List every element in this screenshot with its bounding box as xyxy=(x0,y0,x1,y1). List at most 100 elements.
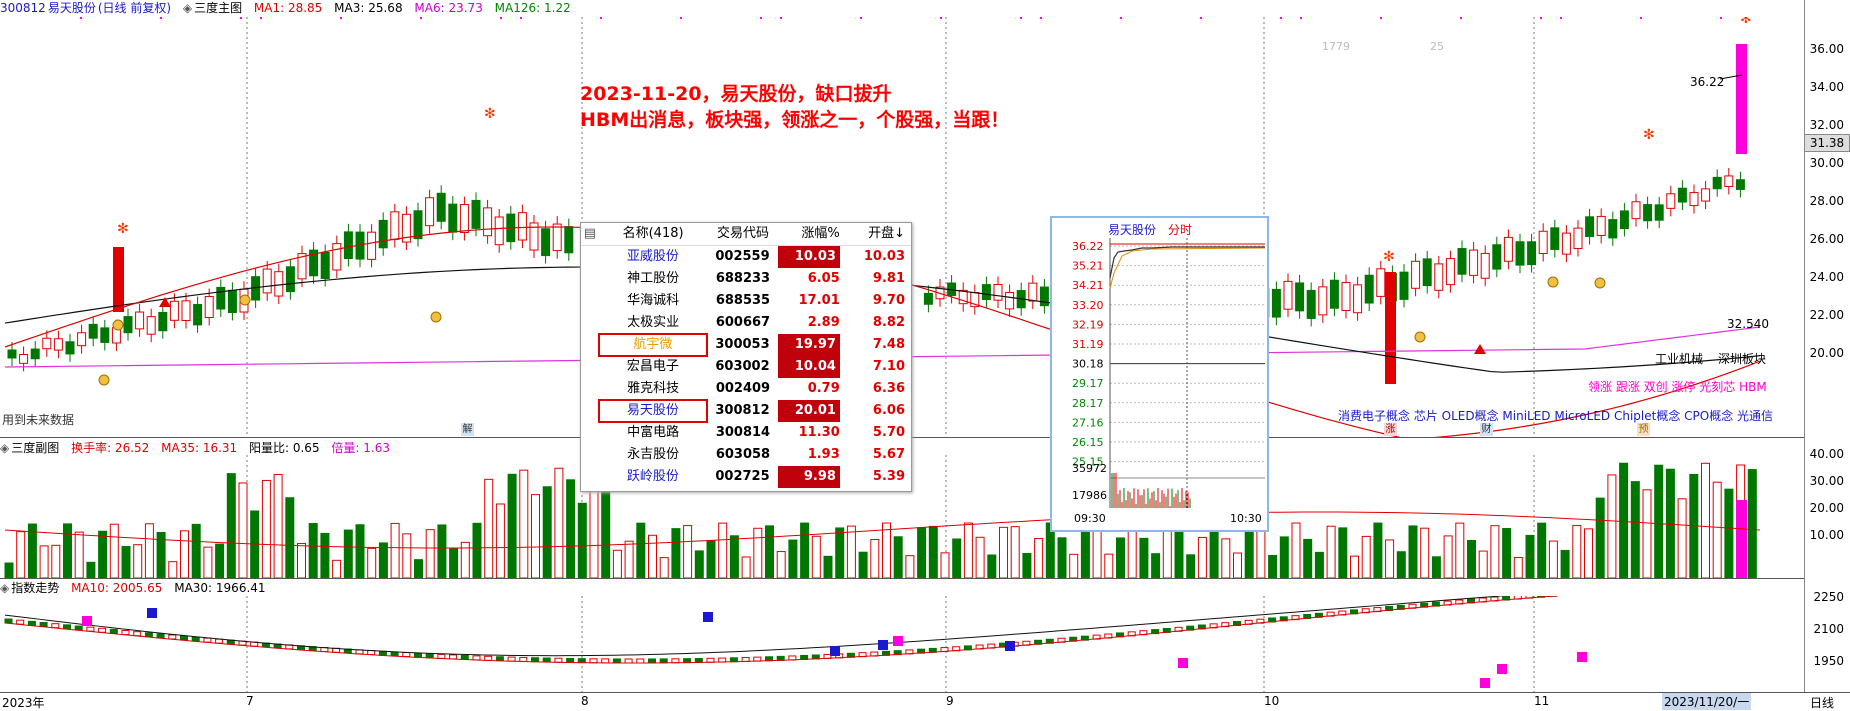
stock-row[interactable]: 亚威股份 002559 10.03 10.03 xyxy=(581,246,911,268)
stock-rows: 亚威股份 002559 10.03 10.03 神工股份 688233 6.05… xyxy=(581,246,911,488)
intraday-time-end: 10:30 xyxy=(1230,512,1262,525)
volume-bar xyxy=(543,487,551,578)
index-chart-label[interactable]: 指数走势 xyxy=(11,581,59,595)
candle xyxy=(426,198,434,226)
list-icon[interactable]: ▤ xyxy=(581,223,599,245)
sub-chart-label[interactable]: 三度副图 xyxy=(11,441,59,455)
col-code[interactable]: 交易代码 xyxy=(707,223,778,245)
settings-icon[interactable]: ◈ xyxy=(0,581,9,595)
volume-bar xyxy=(1573,525,1581,578)
candle xyxy=(344,232,352,259)
ma-value-label: 32.540 xyxy=(1727,317,1769,331)
candle xyxy=(1377,269,1385,297)
period-label[interactable]: 日线 xyxy=(1810,694,1834,711)
stock-change-cell: 10.03 xyxy=(778,246,844,268)
yang-ratio-label: 阳量比: 0.65 xyxy=(249,441,320,455)
stock-name[interactable]: 易天股份 xyxy=(48,1,96,15)
stock-name-cell[interactable]: 跃岭股份 xyxy=(599,466,707,488)
stock-name-cell[interactable]: 华海诚科 xyxy=(599,290,708,312)
marker-rise[interactable]: 涨 xyxy=(1384,423,1397,436)
index-chart-header: ◈指数走势 MA10: 2005.65 MA30: 1966.41 xyxy=(0,580,274,597)
stock-name-cell[interactable]: 亚威股份 xyxy=(599,246,707,268)
volume-bar xyxy=(859,552,867,578)
volume-bar xyxy=(415,560,423,578)
stock-row[interactable]: 中富电路 300814 11.30 5.70 xyxy=(581,422,911,444)
index-candle xyxy=(415,653,422,657)
stock-code[interactable]: 300812 xyxy=(0,1,46,15)
stock-row[interactable]: 跃岭股份 002725 9.98 5.39 xyxy=(581,466,911,488)
volume-axis-tick: 30.00 xyxy=(1810,474,1844,488)
money-bag-icon xyxy=(99,375,109,385)
main-chart-label[interactable]: 三度主图 xyxy=(194,1,242,15)
settings-icon[interactable]: ◈ xyxy=(183,1,192,15)
volume-bar xyxy=(649,535,657,578)
index-candle xyxy=(496,657,503,661)
sector-stock-list[interactable]: ▤ 名称(418) 交易代码 涨幅% 开盘↓ 亚威股份 002559 10.03… xyxy=(580,222,912,492)
stock-row[interactable]: 易天股份 300812 20.01 6.06 xyxy=(581,400,911,422)
volume-bar xyxy=(1655,465,1663,578)
stock-row[interactable]: 永吉股份 603058 1.93 5.67 xyxy=(581,444,911,466)
candle xyxy=(1481,253,1489,278)
candle xyxy=(1702,189,1710,201)
index-candle xyxy=(660,659,667,663)
volume-bar xyxy=(344,530,352,578)
stock-row[interactable]: 太极实业 600667 2.89 8.82 xyxy=(581,312,911,334)
volume-bar xyxy=(1421,528,1429,578)
col-open[interactable]: 开盘↓ xyxy=(844,223,911,245)
stock-name-cell[interactable]: 太极实业 xyxy=(599,312,708,334)
stock-name-cell[interactable]: 宏昌电子 xyxy=(599,356,707,378)
money-bag-icon xyxy=(113,320,123,330)
signal-dot xyxy=(520,17,522,19)
candle xyxy=(1655,205,1663,220)
signal-dot xyxy=(780,17,782,19)
time-label-nov: 11 xyxy=(1534,694,1549,708)
volume-bar xyxy=(204,547,212,578)
stock-name-cell[interactable]: 航宇微 xyxy=(599,334,707,356)
stock-row[interactable]: 雅克科技 002409 0.79 6.36 xyxy=(581,378,911,400)
index-candle xyxy=(450,655,457,659)
marker-forecast[interactable]: 预 xyxy=(1637,423,1650,436)
stock-row[interactable]: 宏昌电子 603002 10.04 7.10 xyxy=(581,356,911,378)
stock-row[interactable]: 华海诚科 688535 17.01 9.70 xyxy=(581,290,911,312)
marker-finance[interactable]: 财 xyxy=(1480,423,1493,436)
candle xyxy=(205,297,213,318)
volume-bar xyxy=(1269,555,1277,578)
stock-open-cell: 8.82 xyxy=(844,312,911,334)
index-candle xyxy=(181,636,188,640)
volume-bar xyxy=(742,557,750,578)
index-axis-tick: 2250 xyxy=(1813,590,1844,604)
intraday-price-tick: 34.21 xyxy=(1072,279,1104,292)
intraday-price-tick: 35.21 xyxy=(1072,260,1104,273)
future-data-note: 用到未来数据 xyxy=(2,411,74,428)
volume-bar xyxy=(1725,489,1733,578)
stock-row[interactable]: 神工股份 688233 6.05 9.81 xyxy=(581,268,911,290)
annotation-line-1: 2023-11-20，易天股份，缺口拔升 xyxy=(580,82,892,106)
volume-bar xyxy=(391,523,399,578)
index-candle xyxy=(473,656,480,660)
signal-dot xyxy=(680,17,682,19)
volume-bar xyxy=(894,537,902,578)
index-signal-block xyxy=(1480,678,1490,688)
stock-name-cell[interactable]: 永吉股份 xyxy=(599,444,708,466)
settings-icon[interactable]: ◈ xyxy=(0,441,9,455)
stock-name-cell[interactable]: 中富电路 xyxy=(599,422,708,444)
stock-row[interactable]: 航宇微 300053 19.97 7.48 xyxy=(581,334,911,356)
volume-bar xyxy=(309,524,317,578)
volume-bar xyxy=(567,480,575,578)
col-change[interactable]: 涨幅% xyxy=(779,223,844,245)
index-candle xyxy=(403,653,410,657)
candle xyxy=(333,244,341,270)
ma126-label: MA126: 1.22 xyxy=(495,1,571,15)
index-chart[interactable] xyxy=(0,596,1805,692)
volume-bar xyxy=(613,550,621,578)
candle xyxy=(263,269,271,293)
candle xyxy=(1493,245,1501,269)
candle xyxy=(101,328,109,343)
stock-name-cell[interactable]: 易天股份 xyxy=(599,400,707,422)
marker-unlock[interactable]: 解 xyxy=(461,423,474,436)
volume-bar xyxy=(1315,552,1323,578)
col-name[interactable]: 名称(418) xyxy=(599,223,708,245)
stock-name-cell[interactable]: 神工股份 xyxy=(599,268,708,290)
stock-name-cell[interactable]: 雅克科技 xyxy=(599,378,708,400)
